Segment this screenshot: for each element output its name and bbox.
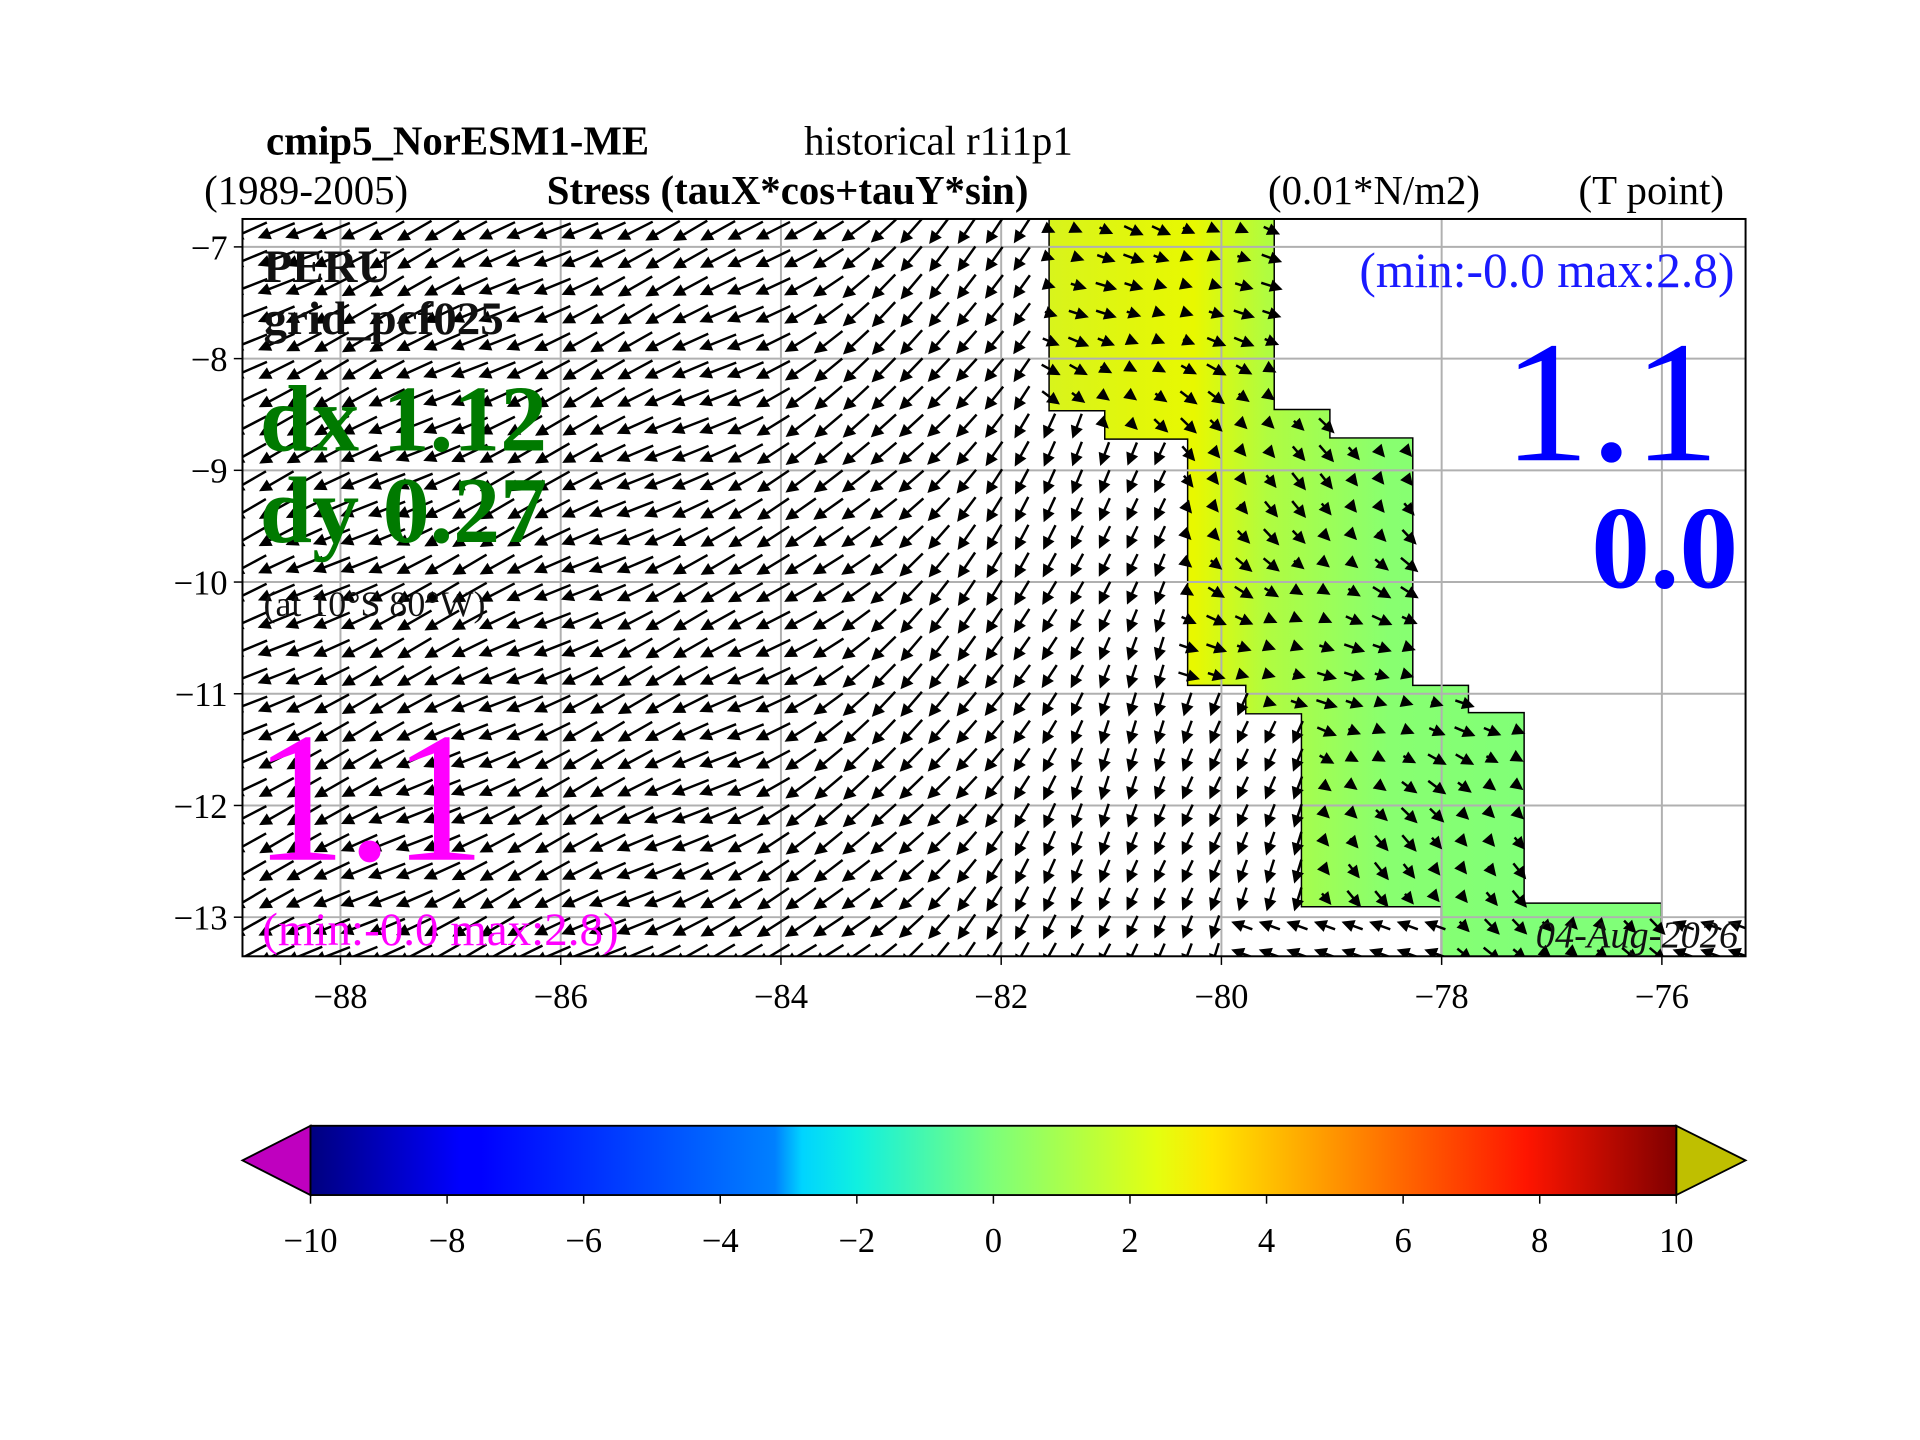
region-label: PERU [264, 241, 392, 293]
quiver [242, 218, 1746, 957]
left-range: (min:-0.0 max:2.8) [262, 904, 618, 956]
plot-frame [241, 217, 1747, 958]
colorbar-tick-label: 8 [1531, 1222, 1548, 1260]
x-tick-label: −84 [754, 978, 808, 1016]
colorbar-tick-label: −10 [283, 1222, 337, 1260]
arrows [242, 218, 1746, 957]
colorbar-under [240, 1124, 312, 1197]
colorbar: −10 −8 −6 −4 −2 0 2 4 6 8 10 [240, 1124, 1748, 1260]
period: (1989-2005) [204, 168, 408, 213]
grid-name: grid_pcf025 [264, 293, 504, 345]
x-tick-label: −82 [974, 978, 1028, 1016]
y-tick-label: −11 [175, 676, 228, 714]
x-tick-label: −86 [534, 978, 588, 1016]
x-tick-label: −88 [313, 978, 367, 1016]
title-model: cmip5_NorESM1-ME [266, 119, 649, 164]
y-tick-label: −8 [191, 341, 228, 379]
location-label: (at 10°S 80°W) [264, 584, 486, 624]
y-tick-label: −9 [191, 453, 228, 491]
colorbar-tick-label: 0 [985, 1222, 1002, 1260]
axes: −88 −86 −84 −82 −80 −78 −76 −7 −8 −9 −10 −11 −12 −13 [173, 229, 1688, 1016]
x-tick-label: −78 [1415, 978, 1469, 1016]
title-experiment: historical r1i1p1 [804, 119, 1073, 164]
right-value: 1.1 [1503, 307, 1719, 498]
colorbar-tick-label: 6 [1394, 1222, 1411, 1260]
right-value-2: 0.0 [1591, 484, 1738, 614]
right-range: (min:-0.0 max:2.8) [1359, 243, 1734, 298]
x-tick-label: −80 [1194, 978, 1248, 1016]
dx-label: dx 1.12 [260, 367, 547, 471]
x-tick-label: −76 [1635, 978, 1689, 1016]
colorbar-tick-label: 4 [1258, 1222, 1275, 1260]
date-label: 04-Aug-2026 [1536, 915, 1738, 957]
colorbar-gradient [309, 1124, 1678, 1196]
plot-area [242, 218, 1746, 957]
left-value: 1.1 [254, 696, 486, 901]
colorbar-tick-label: −8 [429, 1222, 466, 1260]
units: (0.01*N/m2) [1268, 168, 1480, 213]
colorbar-tick-label: −6 [565, 1222, 602, 1260]
y-tick-label: −7 [191, 229, 228, 267]
colorbar-tick-label: −2 [838, 1222, 875, 1260]
y-tick-label: −10 [173, 564, 227, 602]
y-tick-label: −13 [173, 900, 227, 938]
colorbar-tick-label: 10 [1659, 1222, 1694, 1260]
y-tick-label: −12 [173, 788, 227, 826]
colorbar-over [1675, 1124, 1748, 1197]
grid-point: (T point) [1579, 168, 1724, 213]
variable: Stress (tauX*cos+tauY*sin) [547, 168, 1029, 213]
colorbar-tick-label: −4 [702, 1222, 739, 1260]
dy-label: dy 0.27 [260, 459, 547, 563]
colorbar-tick-label: 2 [1121, 1222, 1138, 1260]
